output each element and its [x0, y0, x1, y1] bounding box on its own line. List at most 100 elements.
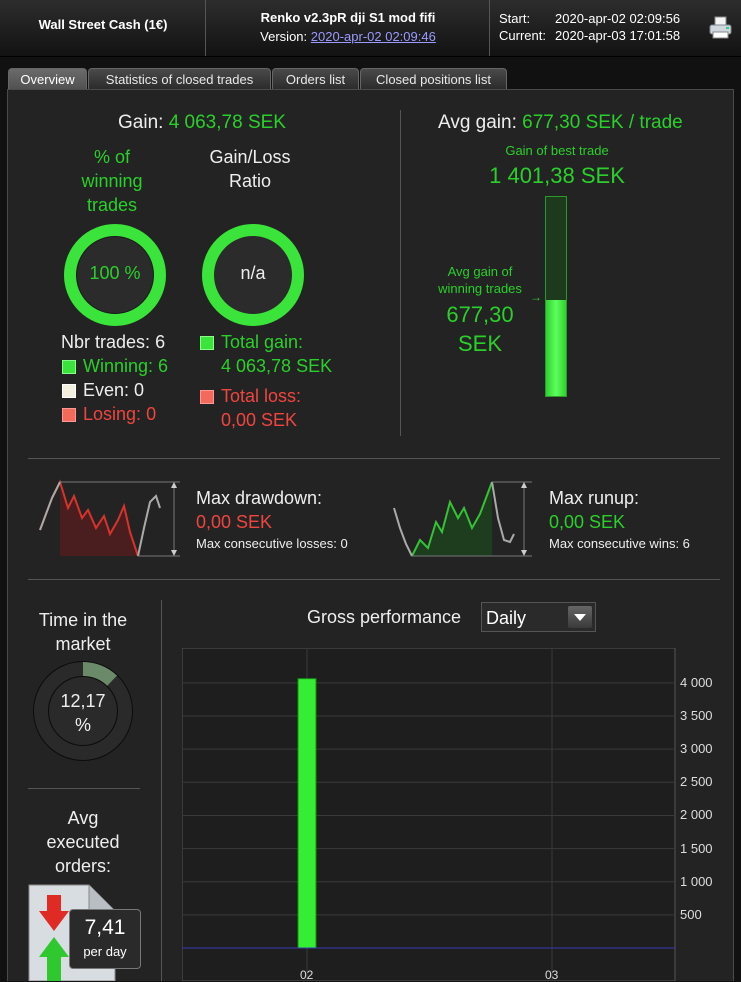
gl-ratio-label: Gain/Loss Ratio	[195, 145, 305, 193]
time-in-market-label: Time in the market	[26, 608, 140, 656]
winning-legend-icon	[62, 360, 76, 374]
tab-closed-positions-list[interactable]: Closed positions list	[360, 68, 507, 90]
nbr-trades-label: Nbr trades:	[61, 332, 151, 352]
even-legend-icon	[62, 384, 76, 398]
tab-overview[interactable]: Overview	[8, 68, 87, 90]
time-in-market-label-line: market	[55, 634, 111, 654]
gain-label: Gain:	[118, 112, 164, 133]
current-value: 2020-apr-03 17:01:58	[555, 28, 681, 43]
avg-gain-bar-fill	[546, 299, 566, 396]
winning-value: 6	[158, 356, 169, 376]
version-line: Version: 2020-apr-02 02:09:46	[206, 29, 490, 44]
even-count: Even: 0	[83, 380, 144, 401]
drawdown-sparkline	[39, 479, 180, 557]
total-gain-icon	[200, 336, 214, 350]
section-divider	[28, 458, 720, 459]
time-in-market-value-line: 12,17	[60, 691, 106, 711]
even-label: Even:	[83, 380, 130, 400]
avg-orders-value: 7,41	[84, 916, 126, 939]
total-loss-icon	[200, 390, 214, 404]
total-gain-value: 4 063,78 SEK	[221, 356, 333, 376]
tab-statistics-closed-trades[interactable]: Statistics of closed trades	[88, 68, 271, 90]
winning-label: Winning:	[83, 356, 154, 376]
y-tick-label: 3 500	[680, 708, 713, 724]
version-link[interactable]: 2020-apr-02 02:09:46	[310, 29, 436, 44]
losing-value: 0	[146, 404, 157, 424]
best-trade-value: 1 401,38 SEK	[489, 163, 625, 188]
avg-gain-summary: Avg gain: 677,30 SEK / trade	[438, 112, 683, 134]
gl-ratio-label-line: Ratio	[228, 171, 272, 191]
max-consecutive-wins: Max consecutive wins: 6	[549, 536, 690, 551]
gl-ratio-label-line: Gain/Loss	[209, 147, 291, 167]
time-in-market-value: 12,17 %	[31, 689, 135, 737]
total-gain-label: Total gain:	[221, 332, 304, 352]
pct-winning-label-line: % of	[93, 147, 131, 167]
strategy-name: Renko v2.3pR dji S1 mod fifi	[260, 10, 436, 25]
avg-win-label-line: winning trades	[438, 281, 522, 296]
chevron-down-icon[interactable]	[568, 606, 592, 628]
max-drawdown-label: Max drawdown:	[196, 488, 323, 508]
current-label: Current:	[499, 28, 546, 43]
total-loss-value: 0,00 SEK	[221, 410, 298, 430]
max-consecutive-losses: Max consecutive losses: 0	[196, 536, 348, 551]
gross-performance-chart	[182, 648, 676, 981]
avg-gain-label: Avg gain:	[438, 112, 517, 133]
nbr-trades-value: 6	[155, 332, 166, 352]
losing-legend-icon	[62, 408, 76, 422]
header-bar: Wall Street Cash (1€) Renko v2.3pR dji S…	[0, 0, 741, 57]
max-drawdown-value: 0,00 SEK	[196, 512, 273, 532]
max-runup-label: Max runup:	[549, 488, 640, 508]
performance-period-select[interactable]: Daily	[481, 602, 596, 632]
avg-orders-label-line: orders:	[54, 856, 112, 876]
section-divider	[161, 600, 162, 981]
y-tick-label: 500	[680, 906, 702, 922]
nbr-trades: Nbr trades: 6	[61, 332, 165, 353]
y-tick-label: 1 500	[680, 840, 713, 856]
total-loss-label: Total loss:	[221, 386, 302, 406]
runup-sparkline	[393, 481, 532, 557]
time-in-market-label-line: Time in the	[38, 610, 128, 630]
section-divider	[28, 579, 720, 580]
y-tick-label: 2 500	[680, 774, 713, 790]
y-tick-label: 3 000	[680, 741, 713, 757]
start-label: Start:	[499, 11, 531, 26]
performance-period-value: Daily	[486, 608, 527, 628]
avg-win-value-line: 677,30	[446, 302, 514, 327]
x-tick-label: 03	[545, 968, 559, 982]
section-divider	[28, 788, 140, 789]
even-value: 0	[134, 380, 145, 400]
avg-gain-bar	[545, 196, 567, 397]
avg-orders-label: Avg executed orders:	[26, 806, 140, 878]
time-in-market-value-line: %	[74, 715, 91, 735]
gain-value: 4 063,78 SEK	[168, 112, 286, 133]
chart-bar	[297, 678, 317, 949]
y-tick-label: 2 000	[680, 807, 713, 823]
y-tick-label: 4 000	[680, 674, 713, 690]
avg-orders-unit: per day	[83, 944, 127, 959]
max-runup-value: 0,00 SEK	[549, 512, 626, 532]
avg-win-value: 677,30 SEK	[430, 300, 530, 358]
header-divider	[205, 0, 206, 56]
time-in-market-gauge	[33, 661, 133, 761]
start-value: 2020-apr-02 02:09:56	[555, 11, 681, 26]
pct-winning-label: % of winning trades	[62, 145, 162, 217]
printer-icon[interactable]	[707, 15, 733, 41]
avg-win-label-line: Avg gain of	[447, 264, 513, 279]
pct-winning-value: 100 %	[89, 263, 141, 283]
avg-orders-box: 7,41 per day	[69, 909, 141, 969]
gl-ratio-value: n/a	[240, 263, 266, 283]
avg-gain-value: 677,30 SEK / trade	[522, 112, 683, 133]
version-label: Version:	[260, 29, 308, 44]
y-tick-label: 1 000	[680, 873, 713, 889]
account-name: Wall Street Cash (1€)	[38, 17, 168, 32]
avg-win-label: Avg gain of winning trades	[420, 263, 540, 297]
section-divider	[400, 110, 401, 436]
best-trade-label: Gain of best trade	[505, 143, 609, 158]
header-divider	[489, 0, 490, 56]
gross-performance-title: Gross performance	[307, 607, 462, 627]
avg-win-arrow-icon: →	[530, 290, 542, 304]
tab-orders-list[interactable]: Orders list	[272, 68, 359, 90]
avg-orders-label-line: Avg	[67, 808, 99, 828]
winning-count: Winning: 6	[83, 356, 168, 377]
gain-summary: Gain: 4 063,78 SEK	[118, 112, 286, 134]
